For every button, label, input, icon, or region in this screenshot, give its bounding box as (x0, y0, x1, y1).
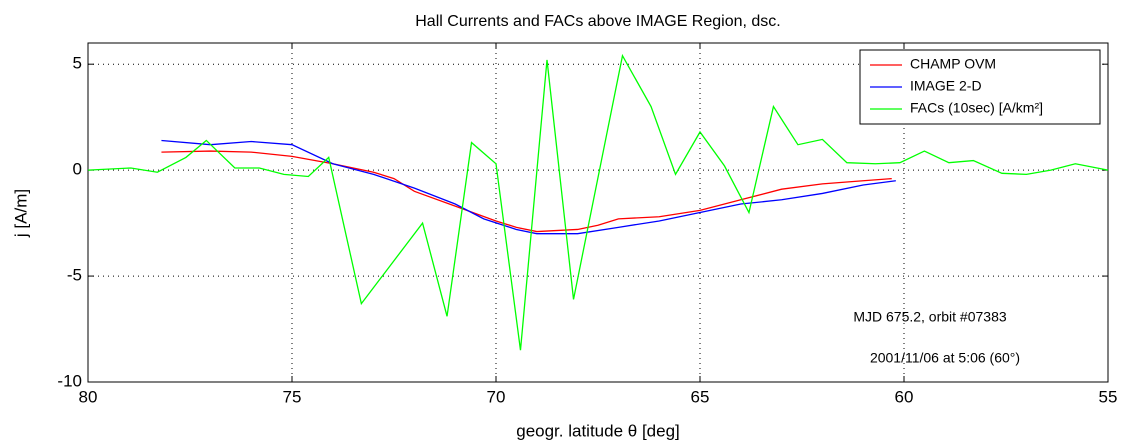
y-axis-label: j [A/m] (11, 189, 30, 238)
data-line (161, 150, 892, 233)
x-tick-label: 70 (487, 387, 506, 406)
annotation: MJD 675.2, orbit #07383 (853, 309, 1007, 325)
annotation: 2001/11/06 at 5:06 (60°) (870, 350, 1020, 366)
y-tick-label: -10 (57, 371, 82, 390)
x-tick-label: 80 (79, 387, 98, 406)
legend-label: FACs (10sec) [A/km²] (910, 100, 1043, 116)
x-tick-label: 55 (1099, 387, 1118, 406)
x-axis-label: geogr. latitude θ [deg] (516, 421, 680, 440)
legend-label: CHAMP OVM (910, 56, 996, 72)
data-line (87, 53, 1109, 351)
x-tick-label: 60 (895, 387, 914, 406)
data-line (161, 139, 896, 235)
y-tick-label: 5 (73, 54, 82, 73)
y-tick-label: -5 (67, 266, 82, 285)
y-tick-label: 0 (73, 160, 82, 179)
legend-label: IMAGE 2-D (910, 78, 982, 94)
chart-title: Hall Currents and FACs above IMAGE Regio… (415, 13, 781, 30)
x-tick-label: 75 (283, 387, 302, 406)
x-tick-label: 65 (691, 387, 710, 406)
